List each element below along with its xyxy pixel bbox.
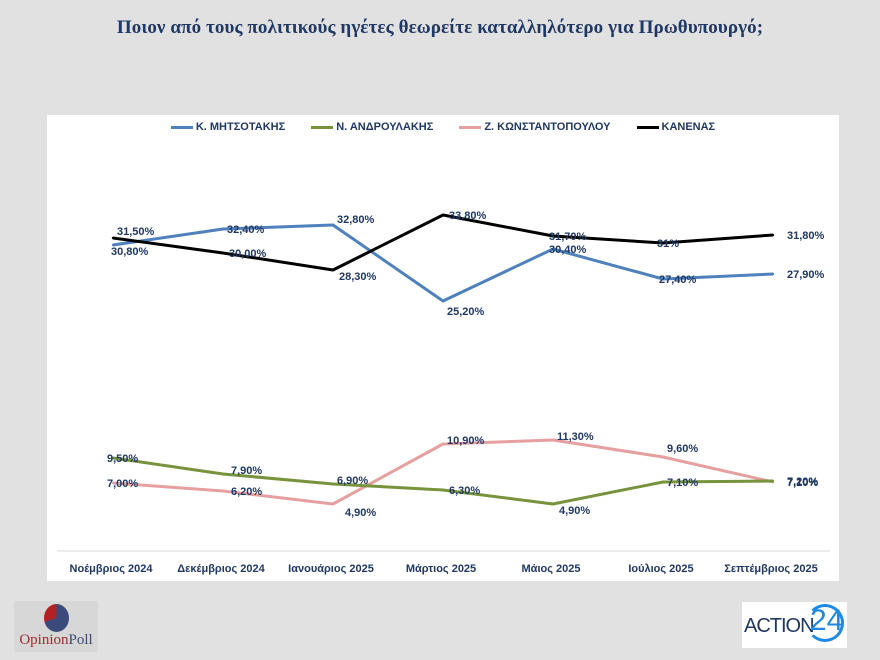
data-label-androulakis: 6,90% — [337, 475, 368, 487]
x-tick-label: Σεπτέμβριος 2025 — [724, 563, 817, 575]
data-point-mitsotakis — [331, 223, 335, 227]
data-point-androulakis — [441, 488, 445, 492]
logo-text-poll: Poll — [68, 632, 93, 648]
legend-label: Ζ. ΚΩΝΣΤΑΝΤΟΠΟΥΛΟΥ — [484, 121, 611, 133]
series-line-mitsotakis — [112, 223, 774, 303]
data-label-kanenas: 31,70% — [549, 231, 587, 243]
pie-logo-icon — [44, 604, 69, 632]
data-label-konstantopoulou: 7,00% — [107, 478, 138, 490]
data-label-mitsotakis: 30,40% — [549, 244, 587, 256]
data-label-konstantopoulou: 10,90% — [447, 435, 485, 447]
data-point-mitsotakis — [441, 299, 445, 303]
x-tick-label: Νοέμβριος 2024 — [70, 563, 154, 575]
data-point-kanenas — [551, 234, 555, 238]
action24-logo: ACTION 24 — [742, 602, 847, 648]
data-label-kanenas: 31,50% — [117, 226, 155, 238]
x-tick-label: Ιανουάριος 2025 — [288, 563, 374, 575]
logo-ring-icon — [806, 604, 844, 642]
data-point-mitsotakis — [221, 227, 225, 231]
data-label-kanenas: 31% — [657, 238, 679, 250]
legend-swatch-kanenas — [636, 125, 659, 129]
data-point-mitsotakis — [551, 247, 555, 251]
data-label-konstantopoulou: 6,20% — [231, 486, 262, 498]
data-label-konstantopoulou: 11,30% — [557, 431, 594, 443]
data-label-konstantopoulou: 7,10% — [787, 477, 818, 489]
data-label-androulakis: 6,30% — [449, 485, 480, 497]
data-point-konstantopoulou — [331, 502, 335, 506]
data-point-androulakis — [771, 479, 775, 483]
series-layer — [111, 213, 775, 506]
x-tick-label: Δεκέμβριος 2024 — [177, 563, 265, 575]
data-label-androulakis: 7,10% — [667, 477, 698, 489]
data-point-kanenas — [331, 268, 335, 272]
data-point-kanenas — [771, 233, 775, 237]
data-point-kanenas — [221, 251, 225, 255]
data-point-kanenas — [661, 241, 665, 245]
chart-panel — [47, 115, 839, 581]
data-point-mitsotakis — [111, 243, 115, 247]
legend-swatch-konstantopoulou — [459, 125, 482, 129]
data-label-mitsotakis: 27,90% — [787, 269, 825, 281]
data-label-androulakis: 9,50% — [107, 453, 138, 465]
logo-text-action: ACTION — [744, 615, 815, 637]
data-label-mitsotakis: 32,40% — [227, 224, 265, 236]
data-point-androulakis — [551, 502, 555, 506]
x-tick-label: Μάρτιος 2025 — [406, 563, 476, 575]
data-point-kanenas — [111, 236, 115, 240]
chart-title: Ποιον από τους πολιτικούς ηγέτες θεωρείτ… — [116, 17, 764, 38]
data-label-androulakis: 7,90% — [231, 465, 262, 477]
data-label-layer: 30,80% 32,40% 32,80% 25,20% 30,40% 27,40% 27,9… — [107, 210, 825, 519]
data-point-androulakis — [111, 456, 115, 460]
data-point-konstantopoulou — [661, 455, 665, 459]
data-label-mitsotakis: 32,80% — [337, 214, 375, 226]
data-point-konstantopoulou — [111, 481, 115, 485]
legend-item-konstantopoulou: Ζ. ΚΩΝΣΤΑΝΤΟΠΟΥΛΟΥ — [459, 121, 611, 133]
x-axis-labels: Νοέμβριος 2024 Δεκέμβριος 2024 Ιανουάριος … — [70, 563, 818, 575]
legend-label: Ν. ΑΝΔΡΟΥΛΑΚΗΣ — [336, 121, 434, 133]
opinionpoll-logo: OpinionPoll — [14, 601, 98, 652]
data-point-mitsotakis — [771, 272, 775, 276]
data-label-kanenas: 28,30% — [339, 271, 377, 283]
legend-label: Κ. ΜΗΤΣΟΤΑΚΗΣ — [195, 121, 286, 133]
legend-swatch-androulakis — [311, 125, 334, 129]
data-point-konstantopoulou — [551, 438, 555, 442]
data-point-kanenas — [441, 213, 445, 217]
logo-text-24: 24 — [810, 604, 844, 637]
legend-label: ΚΑΝΕΝΑΣ — [661, 121, 716, 133]
x-tick-label: Ιούλιος 2025 — [628, 563, 693, 575]
data-label-androulakis: 4,90% — [559, 505, 590, 517]
data-point-androulakis — [661, 480, 665, 484]
data-label-mitsotakis: 27,40% — [659, 274, 697, 286]
legend-swatch-mitsotakis — [170, 125, 193, 129]
legend-item-androulakis: Ν. ΑΝΔΡΟΥΛΑΚΗΣ — [311, 121, 433, 133]
data-point-konstantopoulou — [221, 489, 225, 493]
data-label-konstantopoulou: 9,60% — [667, 443, 698, 455]
x-tick-label: Μάιος 2025 — [522, 563, 581, 575]
legend-item-mitsotakis: Κ. ΜΗΤΣΟΤΑΚΗΣ — [170, 121, 286, 133]
legend-item-kanenas: ΚΑΝΕΝΑΣ — [636, 121, 716, 133]
data-point-mitsotakis — [661, 277, 665, 281]
data-label-kanenas: 31,80% — [787, 230, 825, 242]
data-point-androulakis — [331, 482, 335, 486]
data-label-kanenas: 33,80% — [449, 210, 487, 222]
logo-text-opinion: Opinion — [19, 632, 69, 648]
chart-legend: Κ. ΜΗΤΣΟΤΑΚΗΣ Ν. ΑΝΔΡΟΥΛΑΚΗΣ Ζ. ΚΩΝΣΤΑΝΤ… — [47, 121, 839, 133]
data-label-kanenas: 30,00% — [229, 248, 267, 260]
data-label-androulakis: 7,20% — [787, 476, 818, 488]
data-label-mitsotakis: 30,80% — [111, 246, 149, 258]
data-point-androulakis — [221, 472, 225, 476]
data-label-konstantopoulou: 4,90% — [345, 507, 376, 519]
data-point-konstantopoulou — [441, 442, 445, 446]
data-label-mitsotakis: 25,20% — [447, 306, 485, 318]
